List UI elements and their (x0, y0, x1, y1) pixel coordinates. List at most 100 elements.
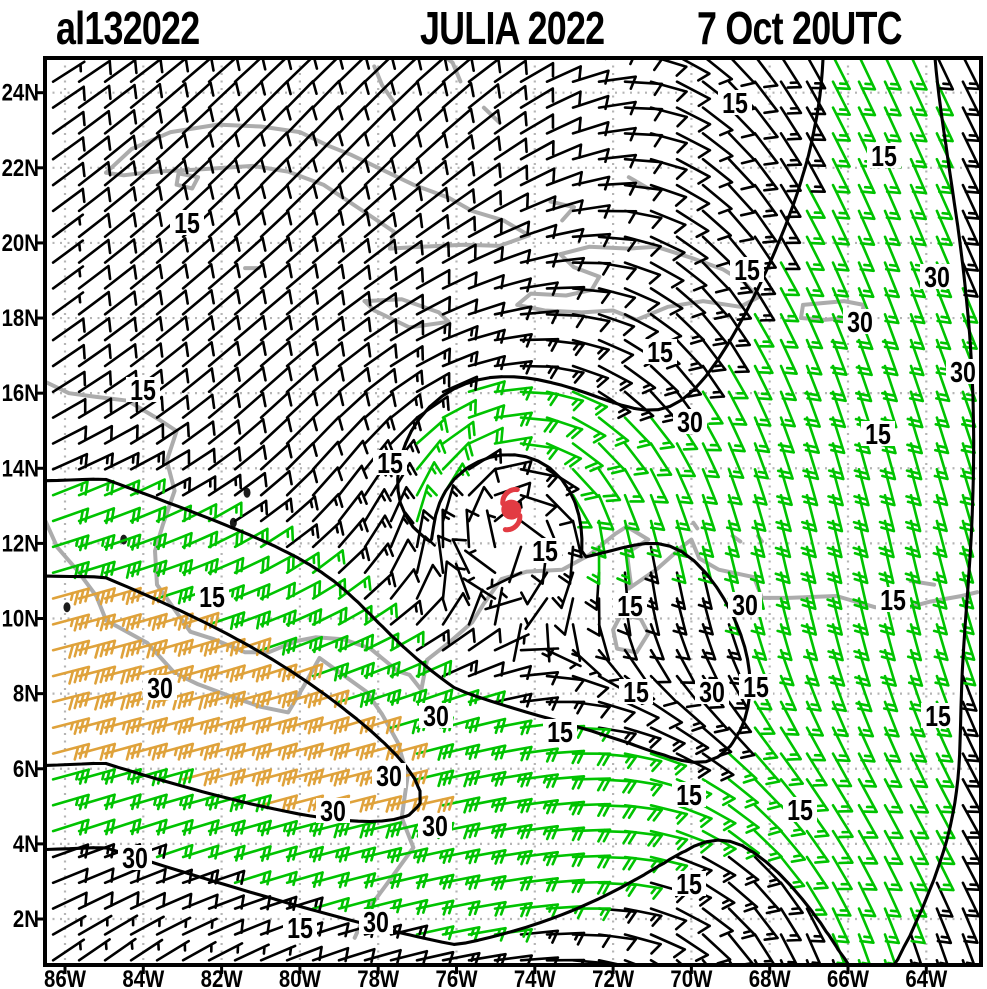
wind-barb (623, 313, 659, 340)
wind-barb (649, 416, 675, 450)
axis-layer: 24N 22N 20N 18N 16N 14N 12N 10N 8N 6N 4N 2N 86W 84W 82… (2, 79, 948, 989)
wind-barb (597, 364, 633, 392)
wind-barb (51, 480, 89, 497)
lat-tick-label: 2N (13, 905, 39, 932)
wind-barb (597, 648, 624, 683)
wind-barb (181, 940, 217, 962)
wind-barb (261, 32, 291, 56)
wind-barb (441, 58, 475, 83)
wind-barb (51, 768, 91, 785)
wind-barb (596, 493, 615, 531)
wind-barb (51, 161, 86, 187)
wind-barb (571, 287, 612, 305)
wind-barb (726, 623, 742, 661)
wind-barb (77, 613, 117, 632)
island-dot (63, 602, 71, 613)
wind-barb (155, 315, 190, 342)
wind-barb (571, 752, 612, 767)
wind-barb (337, 391, 371, 419)
wind-barb (623, 416, 652, 449)
wind-barb (337, 689, 376, 708)
wind-barb (259, 391, 293, 419)
wind-barb (129, 211, 163, 239)
wind-barb (467, 109, 502, 135)
wind-barb (545, 958, 586, 965)
wind-barb (155, 449, 191, 471)
wind-barb (493, 823, 533, 840)
wind-barb (727, 313, 751, 348)
wind-barb (207, 184, 241, 213)
wind-barb (961, 829, 981, 865)
wind-barb (451, 538, 471, 574)
lat-tick-label: 22N (2, 154, 39, 181)
wind-barb (831, 855, 853, 891)
wind-barb (415, 268, 451, 290)
wind-barb (389, 212, 424, 239)
wind-barb (485, 509, 497, 549)
wind-barb (541, 623, 551, 663)
wind-barb (623, 80, 664, 97)
lon-tick-label: 70W (670, 965, 712, 989)
wind-barb (181, 315, 215, 342)
wind-barb (701, 106, 734, 137)
wind-barb (51, 867, 89, 885)
wind-barb (545, 65, 582, 83)
wind-barb (933, 623, 949, 662)
wind-barb (441, 215, 477, 239)
wind-barb (311, 634, 349, 653)
wind-barb (441, 848, 481, 865)
wind-barb (649, 674, 679, 707)
coastline-colombia-venezuela (407, 524, 980, 692)
wind-barb (77, 717, 117, 735)
wind-barb (801, 468, 819, 507)
wind-barb (51, 136, 86, 161)
wind-barb (623, 287, 661, 313)
wind-barb (467, 83, 502, 109)
wind-barb (207, 210, 241, 239)
wind-barb (337, 157, 370, 187)
wind-barb (417, 32, 448, 56)
contour-label-halo (118, 845, 152, 870)
wind-barb (207, 132, 240, 161)
wind-barb (703, 58, 734, 86)
wind-barb (932, 545, 948, 584)
wind-barb (779, 752, 804, 787)
wind-barb (883, 855, 903, 892)
wind-barb (545, 826, 586, 842)
wind-barb (233, 340, 267, 368)
wind-barb (441, 743, 481, 760)
wind-barb (285, 468, 319, 497)
storm-name-label: JULIA 2022 (420, 2, 605, 54)
wind-barb (129, 316, 164, 342)
wind-barb (311, 871, 350, 889)
wind-barb (623, 157, 664, 175)
wind-barb (701, 778, 736, 807)
wind-barb (181, 558, 219, 576)
wind-barb (79, 36, 111, 56)
wind-barb (905, 468, 922, 507)
wind-barb (77, 560, 116, 580)
wind-barb (441, 716, 480, 734)
wind-barb (493, 633, 530, 652)
wind-barb (545, 800, 586, 816)
wind-barb (545, 493, 575, 527)
wind-barb (727, 390, 748, 426)
wind-barb (907, 648, 924, 687)
wind-barb (77, 290, 112, 316)
contour-label-halo (876, 587, 910, 612)
coastline-cuba-north (104, 122, 531, 238)
wind-barb (311, 846, 351, 863)
wind-barb (519, 747, 559, 763)
wind-barb (855, 674, 873, 713)
wind-barb (727, 157, 756, 191)
wind-barb (545, 143, 583, 161)
wind-barb (441, 926, 481, 941)
wind-barb (697, 571, 713, 610)
wind-barb (129, 423, 165, 445)
wind-barb (103, 186, 138, 213)
wind-barb (51, 891, 88, 910)
wind-barb (906, 390, 924, 429)
wind-barb (774, 519, 792, 559)
wind-barb (415, 439, 447, 471)
